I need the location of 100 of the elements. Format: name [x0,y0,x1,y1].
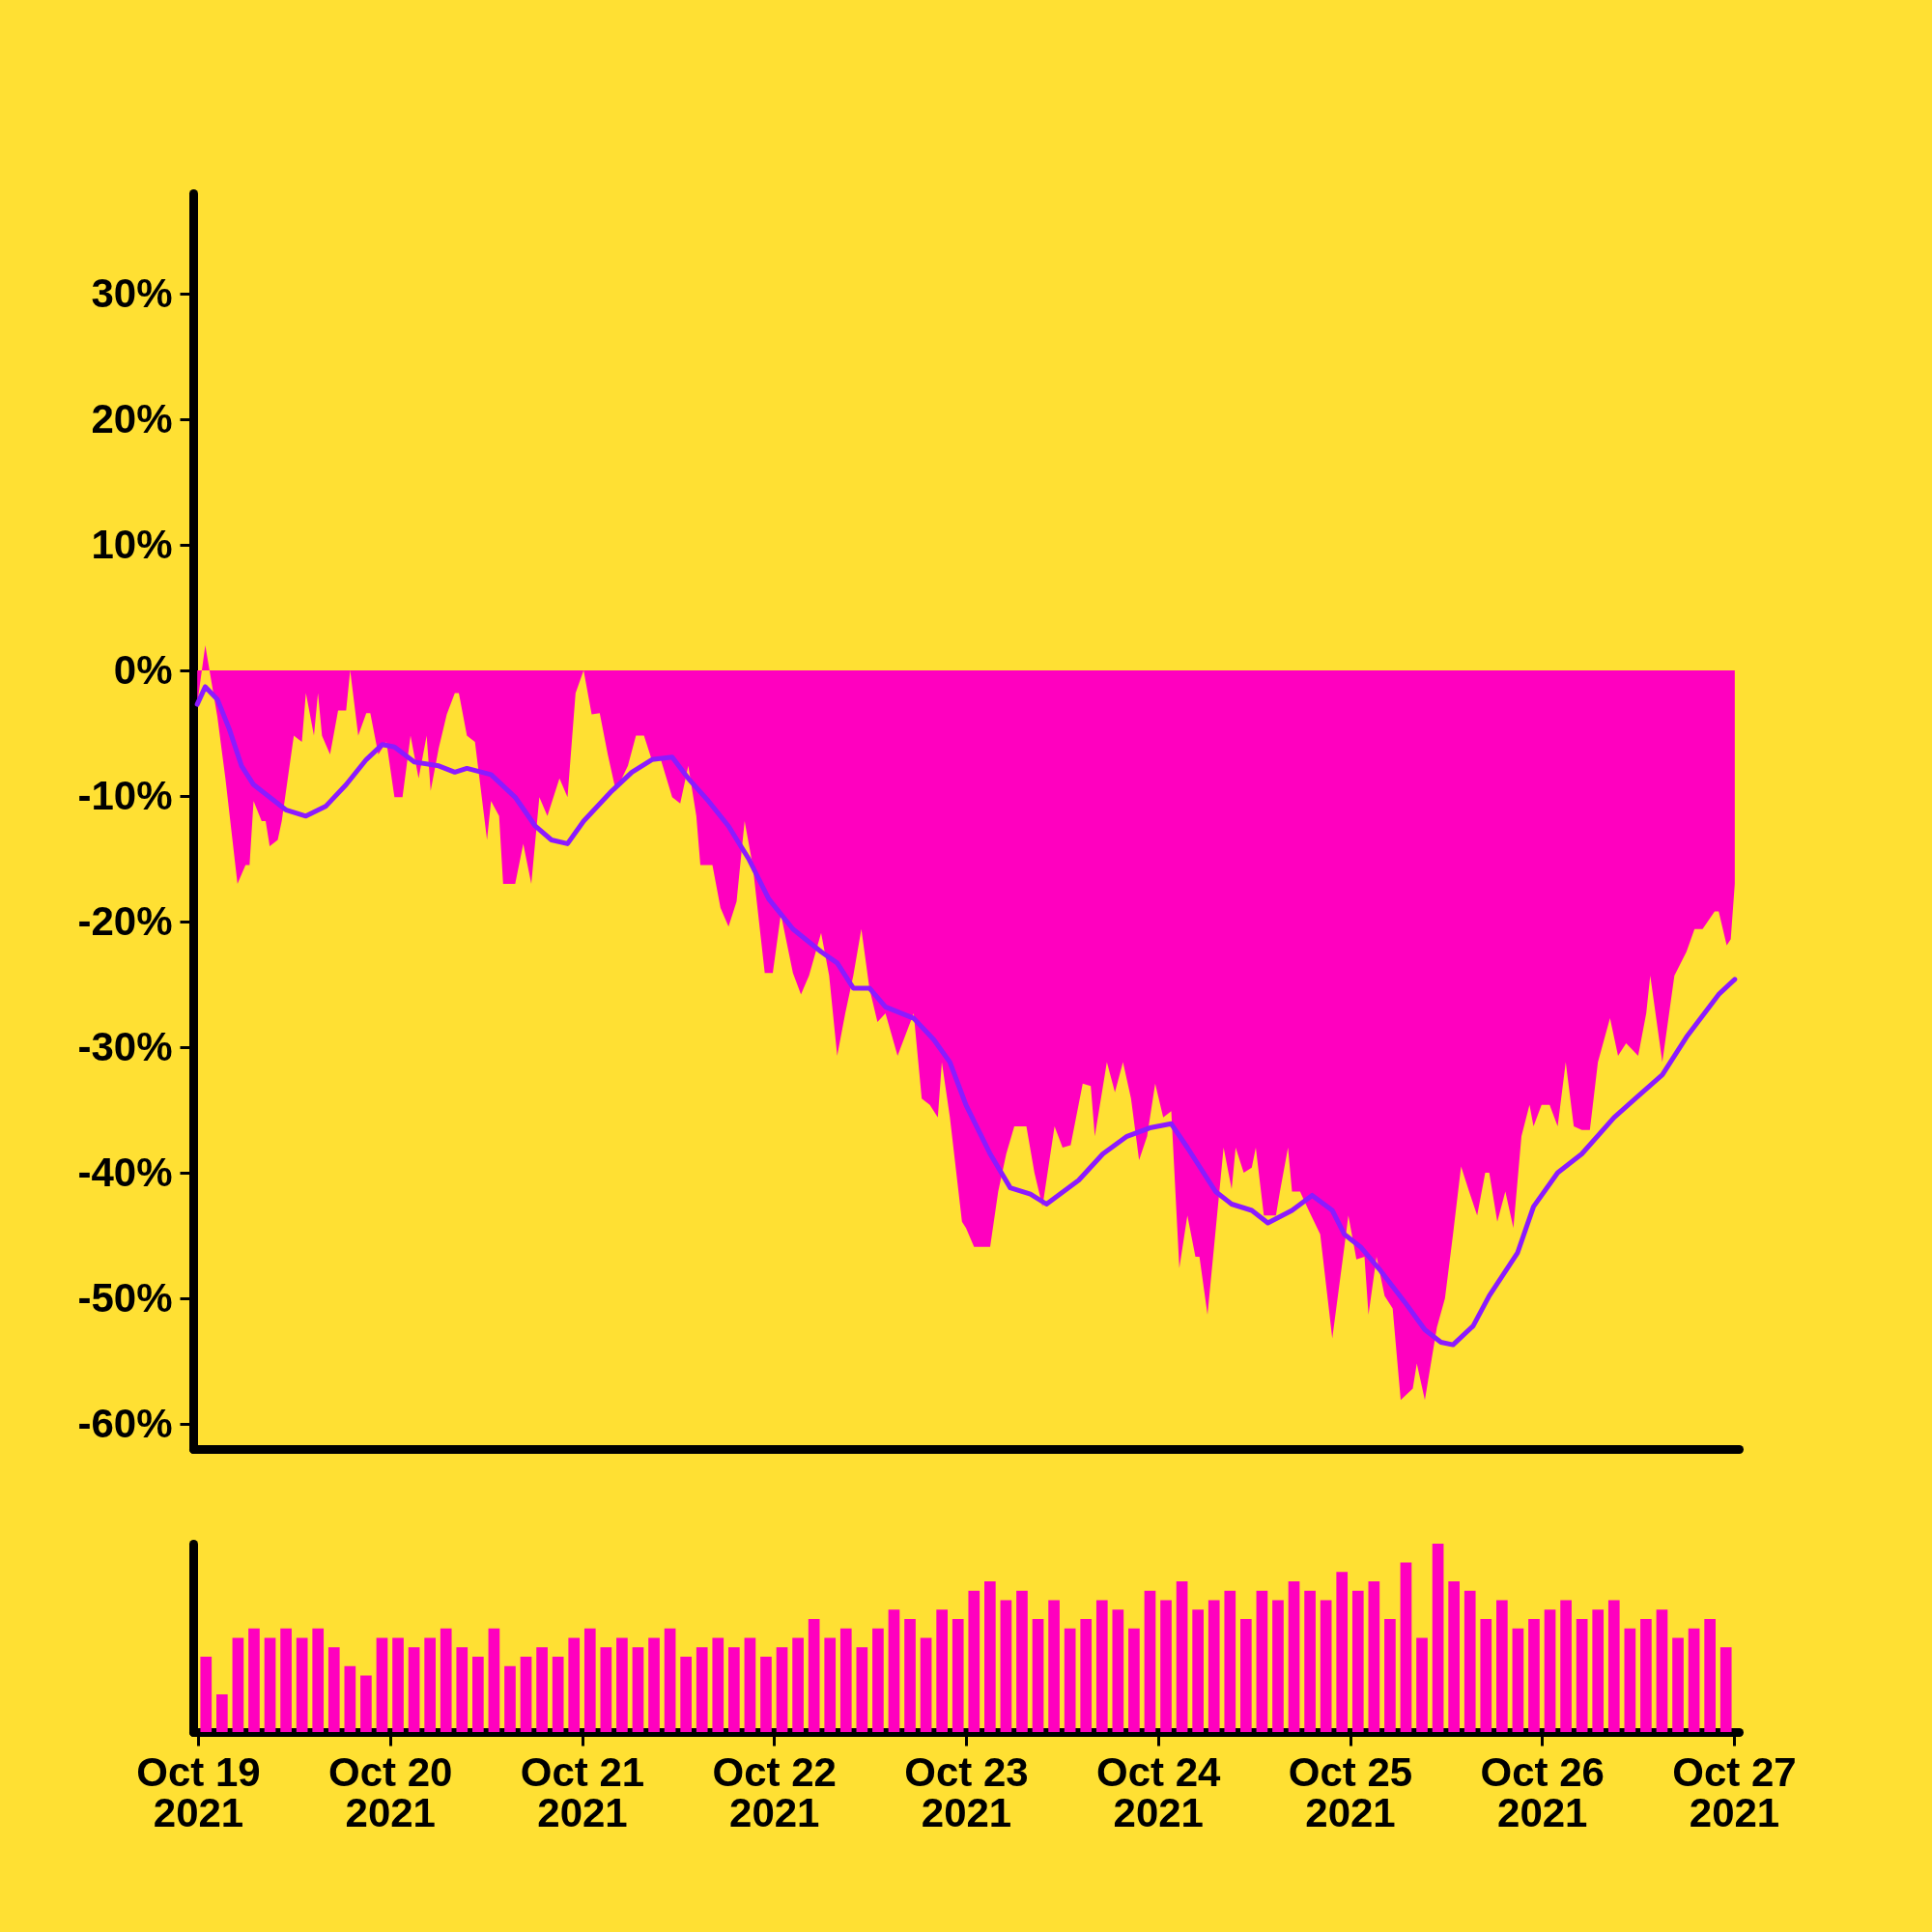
bar [1032,1619,1044,1732]
x-tick-label: Oct 22 2021 [712,1748,837,1835]
bar [376,1637,388,1732]
y-tick-label: 20% [91,395,173,441]
bar [632,1647,644,1732]
bar [536,1647,548,1732]
bar [472,1657,484,1732]
bar [1000,1600,1012,1732]
bar [824,1637,837,1732]
bar [280,1628,292,1732]
x-tick-label: Oct 25 2021 [1288,1748,1413,1835]
bar [680,1657,692,1732]
bar [424,1637,436,1732]
bar [696,1647,708,1732]
bar [1351,1590,1364,1732]
bar [1496,1600,1508,1732]
bar [1463,1590,1476,1732]
bar [1048,1600,1060,1732]
bar [1592,1609,1605,1732]
bar [936,1609,948,1732]
bar [1704,1619,1716,1732]
bar [1192,1609,1204,1732]
bar [1560,1600,1572,1732]
bar [712,1637,724,1732]
bar [1624,1628,1636,1732]
bar [1128,1628,1140,1732]
bar [984,1581,996,1732]
bar [728,1647,740,1732]
bar [1448,1581,1460,1732]
y-tick-label: 30% [91,270,173,316]
bar [1640,1619,1652,1732]
bar [1016,1590,1028,1732]
bar [344,1665,356,1732]
bar [408,1647,420,1732]
bar [952,1619,964,1732]
bar [1112,1609,1124,1732]
x-tick-label: Oct 21 2021 [520,1748,645,1835]
x-tick-label: Oct 24 2021 [1096,1748,1222,1835]
bar [1208,1600,1220,1732]
x-tick-label: Oct 26 2021 [1480,1748,1605,1835]
x-tick-label: Oct 23 2021 [904,1748,1029,1835]
bar [1416,1637,1428,1732]
bar [1336,1572,1349,1732]
bar [248,1628,260,1732]
x-tick-label: Oct 20 2021 [328,1748,453,1835]
bar [456,1647,469,1732]
bar [1432,1544,1444,1732]
bar [1607,1600,1620,1732]
bar [504,1665,516,1732]
bar [1320,1600,1332,1732]
bar [296,1637,308,1732]
bar [1528,1619,1540,1732]
bar [1240,1619,1252,1732]
bar [1512,1628,1524,1732]
bar [872,1628,884,1732]
bar [1719,1647,1732,1732]
bar [920,1637,932,1732]
bar [327,1647,340,1732]
bar [392,1637,404,1732]
bar [568,1637,581,1732]
bar [1688,1628,1700,1732]
bar [1288,1581,1300,1732]
bar [1384,1619,1396,1732]
y-tick-label: 0% [113,646,173,693]
bar [856,1647,868,1732]
bar [1272,1600,1284,1732]
bar [488,1628,500,1732]
y-tick-label: -50% [77,1274,173,1321]
bar [583,1628,596,1732]
bar [1064,1628,1076,1732]
bar [744,1637,756,1732]
bar [1544,1609,1556,1732]
y-tick-label: -30% [77,1023,173,1069]
bar [360,1675,372,1732]
bar [1176,1581,1188,1732]
y-tick-label: -20% [77,897,173,944]
bar [664,1628,676,1732]
bar [1400,1562,1412,1732]
bar [1304,1590,1316,1732]
bar [520,1657,532,1732]
y-tick-label: -10% [77,772,173,818]
x-tick-label: Oct 19 2021 [136,1748,261,1835]
bar [1095,1600,1108,1732]
bar [1144,1590,1156,1732]
bar [600,1647,612,1732]
bar [1576,1619,1588,1732]
bar [552,1657,564,1732]
bar [616,1637,628,1732]
bar [264,1637,276,1732]
bar [1080,1619,1093,1732]
bar [1368,1581,1380,1732]
bar [1256,1590,1268,1732]
bar [792,1637,804,1732]
bar [440,1628,452,1732]
bar [648,1637,660,1732]
bar [760,1657,772,1732]
bar [776,1647,788,1732]
y-tick-label: 10% [91,521,173,567]
bar [839,1628,852,1732]
bar [216,1694,228,1732]
